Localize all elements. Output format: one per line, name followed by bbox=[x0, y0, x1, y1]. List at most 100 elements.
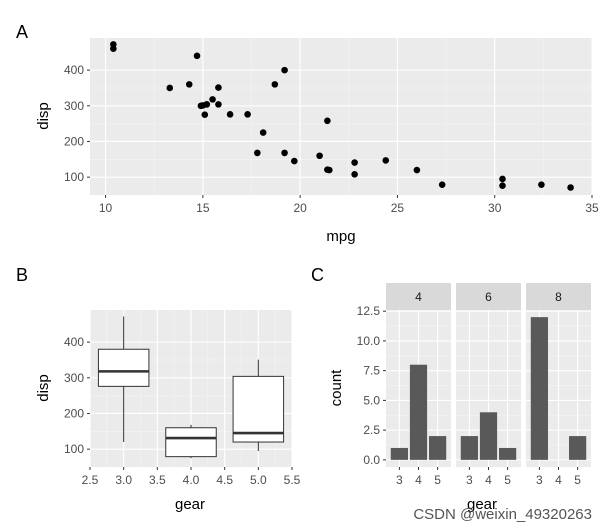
panel-a-data-point bbox=[499, 175, 506, 183]
panel-c-x-tick-label: 5 bbox=[434, 473, 441, 487]
panel-a-data-point bbox=[382, 157, 390, 164]
panel-b-y-label: disp bbox=[35, 374, 52, 402]
watermark: CSDN @weixin_49320263 bbox=[413, 506, 592, 523]
panel-a-data-point bbox=[166, 84, 174, 92]
panel-b-x-tick-label: 5.0 bbox=[250, 473, 267, 487]
panel-a-data-point bbox=[438, 181, 446, 188]
panel-c-bar bbox=[499, 447, 517, 460]
panel-c-bar bbox=[460, 436, 478, 460]
panel-c-y-tick-label: 7.5 bbox=[363, 364, 380, 378]
panel-a-x-tick-label: 35 bbox=[585, 201, 599, 215]
panel-c-x-tick-label: 5 bbox=[574, 473, 581, 487]
panel-c-bar bbox=[479, 412, 498, 460]
panel-b-y-tick-label: 200 bbox=[64, 406, 84, 420]
panel-a-tick-labels: 10 15 20 25 30 35 100 200 300 400 bbox=[64, 63, 599, 215]
panel-b-box bbox=[232, 375, 285, 443]
panel-c-y-tick-labels: 0.0 2.5 5.0 7.5 10.0 12.5 bbox=[357, 304, 386, 467]
panel-a-data-point bbox=[215, 84, 222, 91]
panel-a-y-tick-label: 300 bbox=[64, 99, 84, 113]
panel-c-bar bbox=[429, 436, 447, 460]
panel-a-data-point bbox=[193, 52, 201, 60]
panel-a-data-point bbox=[326, 166, 333, 174]
panel-a-x-tick-label: 20 bbox=[293, 201, 307, 215]
panel-c-strip bbox=[456, 283, 521, 310]
panel-b-tag: B bbox=[16, 265, 28, 285]
panel-a-data-point bbox=[567, 184, 574, 191]
panel-c-y-tick-label: 2.5 bbox=[363, 423, 380, 437]
panel-a-data-point bbox=[413, 166, 421, 174]
panel-a-data-point bbox=[281, 149, 288, 157]
panel-b-box bbox=[165, 427, 217, 458]
panel-c-bar bbox=[569, 436, 587, 460]
panel-a-data-point bbox=[271, 81, 279, 88]
panel-a-y-tick-label: 400 bbox=[64, 63, 84, 77]
panel-c-facets: 43 4 563 4 583 4 5 bbox=[386, 283, 591, 487]
panel-a-data-point bbox=[209, 96, 216, 103]
panel-c-strip-label: 4 bbox=[415, 290, 422, 304]
panel-a-plot-area bbox=[90, 38, 592, 195]
panel-a-data-point bbox=[259, 129, 267, 136]
panel-b-boxes bbox=[97, 316, 285, 459]
panel-a-x-tick-label: 30 bbox=[488, 201, 502, 215]
panel-c-strip-label: 8 bbox=[555, 290, 562, 304]
panel-a-data-point bbox=[203, 101, 211, 108]
panel-c-x-tick-label: 4 bbox=[485, 473, 492, 487]
panel-c-x-tick-label: 3 bbox=[466, 473, 473, 487]
panel-a-data-point bbox=[351, 159, 358, 166]
panel-a-data-point bbox=[324, 117, 331, 125]
panel-c-x-tick-label: 5 bbox=[504, 473, 511, 487]
panel-c-y-tick-label: 0.0 bbox=[363, 453, 380, 467]
panel-b-y-tick-label: 100 bbox=[64, 442, 84, 456]
panel-b-x-tick-label: 2.5 bbox=[82, 473, 99, 487]
panel-a-data-point bbox=[351, 171, 358, 178]
panel-c-y-tick-label: 12.5 bbox=[357, 304, 381, 318]
panel-c-x-tick-label: 4 bbox=[555, 473, 562, 487]
panel-c-x-tick-label: 3 bbox=[536, 473, 543, 487]
panel-a-y-tick-label: 200 bbox=[64, 134, 84, 148]
panel-a-y-tick-label: 100 bbox=[64, 170, 84, 184]
panel-a-data-point bbox=[244, 111, 251, 118]
panel-b-x-tick-label: 3.5 bbox=[149, 473, 166, 487]
panel-c-y-label: count bbox=[328, 369, 345, 407]
panel-c-bar bbox=[390, 447, 408, 460]
panel-c-strip bbox=[386, 283, 451, 310]
panel-b-x-tick-label: 5.5 bbox=[284, 473, 301, 487]
panel-a-data-point bbox=[538, 181, 545, 188]
panel-a-data-point bbox=[185, 81, 193, 88]
panel-c-bar bbox=[530, 317, 548, 460]
panel-b-x-tick-label: 3.0 bbox=[115, 473, 132, 487]
panel-b-tick-labels: 2.5 3.0 3.5 4.0 4.5 5.0 5.5 100 200 300 400 bbox=[64, 335, 301, 487]
panel-c-y-tick-label: 5.0 bbox=[363, 393, 380, 407]
panel-a-data-point bbox=[291, 157, 298, 165]
panel-b-box bbox=[97, 348, 150, 387]
panel-c-bar bbox=[409, 364, 428, 460]
panel-a-grid bbox=[90, 38, 593, 195]
panel-c-x-tick-label: 3 bbox=[396, 473, 403, 487]
panel-b-x-label: gear bbox=[175, 496, 205, 513]
panel-a-data-point bbox=[201, 111, 209, 119]
panel-a-tag: A bbox=[16, 22, 28, 42]
panel-b-y-tick-label: 300 bbox=[64, 371, 84, 385]
panel-a-x-tick-label: 25 bbox=[391, 201, 405, 215]
panel-c-tag: C bbox=[311, 265, 324, 285]
panel-c-x-tick-label: 4 bbox=[415, 473, 422, 487]
panel-b-y-tick-label: 400 bbox=[64, 335, 84, 349]
panel-a-points bbox=[110, 41, 574, 191]
panel-c-strip-label: 6 bbox=[485, 290, 492, 304]
panel-a-data-point bbox=[197, 102, 205, 110]
panel-a-data-point bbox=[316, 152, 323, 160]
panel-a-x-tick-label: 10 bbox=[99, 201, 113, 215]
panel-a-y-label: disp bbox=[35, 102, 52, 130]
panel-a-data-point bbox=[215, 101, 222, 108]
panel-c-y-tick-label: 10.0 bbox=[357, 334, 381, 348]
panel-a-data-point bbox=[110, 45, 117, 53]
panel-a-data-point bbox=[226, 111, 234, 118]
panel-c-x-label: gear bbox=[467, 496, 497, 513]
panel-c-strip bbox=[526, 283, 591, 310]
panel-a-data-point bbox=[254, 149, 261, 157]
panel-a-x-tick-label: 15 bbox=[196, 201, 210, 215]
panel-a-x-label: mpg bbox=[326, 228, 355, 245]
panel-a-data-point bbox=[499, 182, 506, 190]
panel-b-x-tick-label: 4.0 bbox=[183, 473, 200, 487]
panel-b-x-tick-label: 4.5 bbox=[216, 473, 233, 487]
